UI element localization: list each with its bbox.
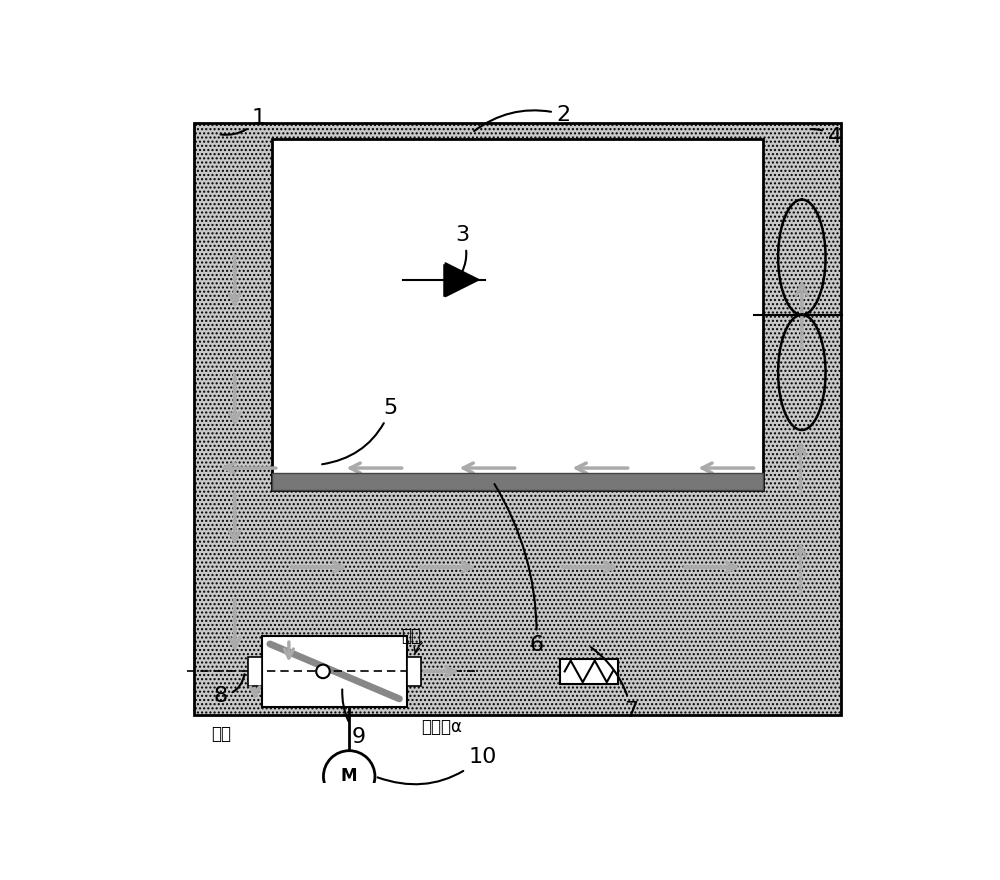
Bar (272, 139, 763, 490)
Text: 3: 3 (455, 225, 469, 272)
Text: 开启角α: 开启角α (421, 718, 462, 737)
Text: M: M (341, 767, 357, 786)
Bar (262, 636, 407, 707)
Bar (194, 122, 841, 715)
Text: 4: 4 (811, 127, 842, 147)
Text: 10: 10 (378, 747, 497, 784)
Polygon shape (445, 263, 479, 297)
Circle shape (316, 664, 330, 678)
Bar (248, 657, 262, 686)
Bar (407, 657, 421, 686)
Text: 进气: 进气 (401, 627, 421, 645)
Text: 8: 8 (213, 674, 244, 706)
Bar (560, 658, 618, 685)
Bar (272, 473, 763, 490)
Text: 9: 9 (342, 689, 365, 746)
Text: 7: 7 (591, 648, 638, 721)
Text: 2: 2 (474, 105, 571, 131)
Text: 1: 1 (220, 108, 266, 135)
Text: 6: 6 (494, 484, 544, 655)
Text: 排气: 排气 (211, 725, 231, 743)
Circle shape (323, 751, 375, 803)
Text: 5: 5 (322, 398, 398, 465)
